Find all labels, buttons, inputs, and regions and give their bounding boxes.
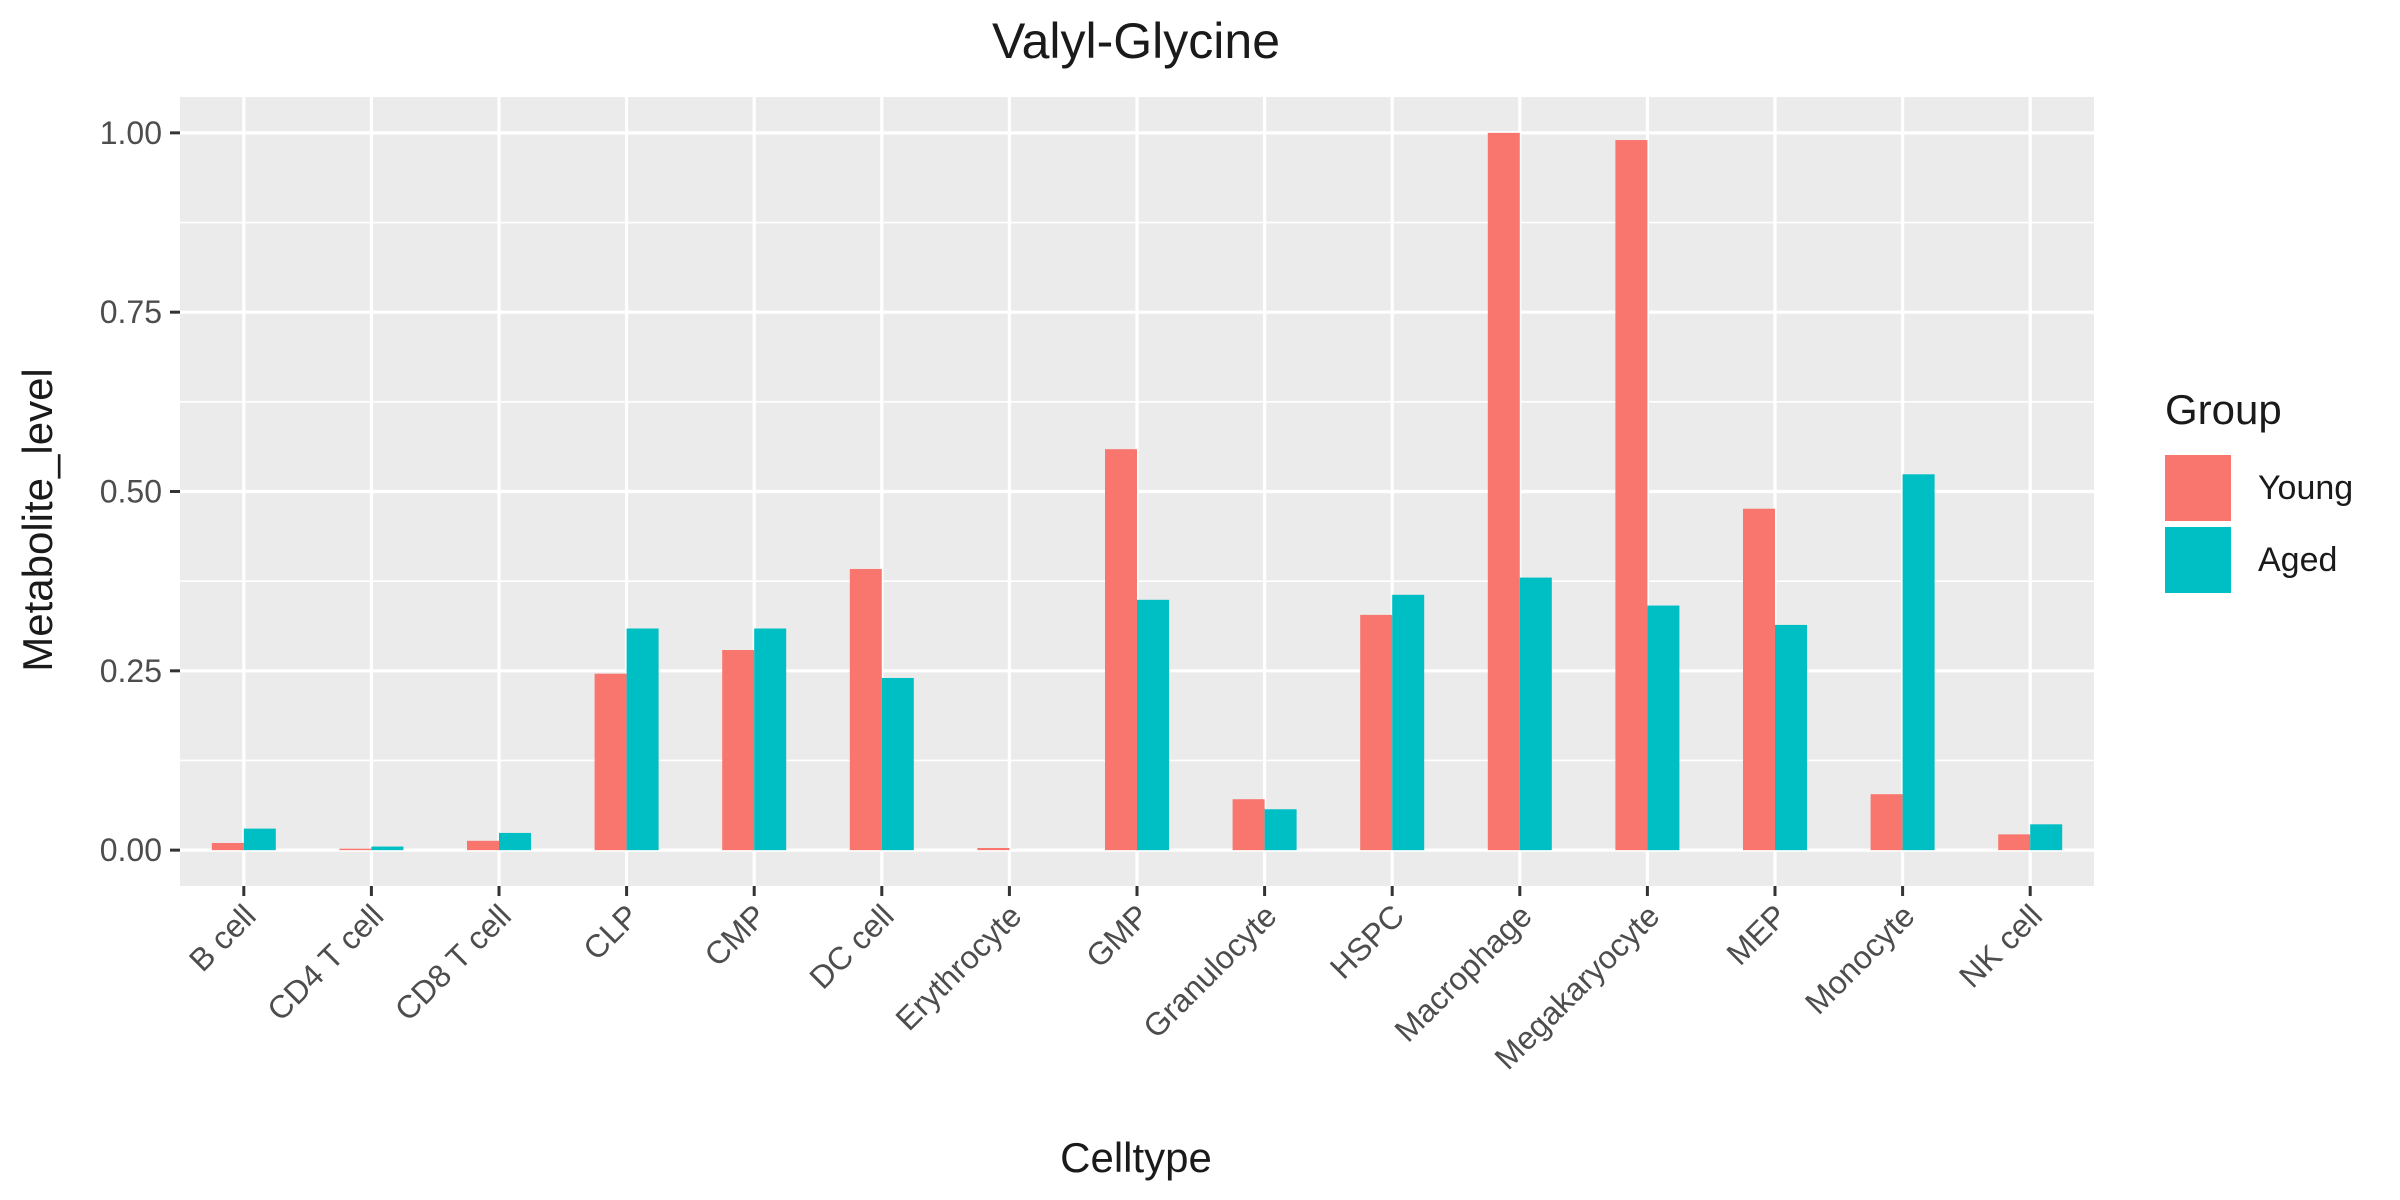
bar-young-b-cell (211, 842, 244, 851)
bar-young-gmp (1105, 449, 1137, 851)
bar-aged-hspc (1392, 594, 1425, 851)
bar-young-cmp (722, 650, 755, 851)
y-axis-title: Metabolite_level (14, 368, 61, 672)
bar-young-dc-cell (849, 568, 882, 851)
legend-label-aged: Aged (2258, 541, 2337, 579)
legend: Group Young Aged (2165, 386, 2353, 593)
bar-young-monocyte (1870, 794, 1903, 851)
bar-aged-b-cell (243, 828, 276, 851)
bar-aged-dc-cell (881, 677, 914, 851)
bar-aged-cd8-t-cell (499, 832, 531, 851)
bar-young-nk-cell (1998, 834, 2031, 851)
bar-aged-clp (626, 628, 659, 851)
bar-young-mep (1743, 508, 1775, 851)
y-tick-label: 0.00 (100, 832, 162, 868)
bar-aged-nk-cell (2030, 824, 2063, 851)
bar-aged-mep (1775, 624, 1807, 851)
legend-label-young: Young (2258, 469, 2353, 507)
y-tick-label: 0.50 (100, 474, 162, 510)
legend-key-young (2165, 455, 2231, 521)
y-tick-label: 0.75 (100, 294, 162, 330)
bar-aged-megakaryocyte (1647, 605, 1680, 851)
y-axis: 0.00 0.25 0.50 0.75 1.00 (100, 115, 180, 868)
bar-young-clp (594, 673, 627, 851)
bars (211, 132, 2063, 851)
bar-aged-cd4-t-cell (371, 846, 404, 851)
bar-young-granulocyte (1232, 799, 1265, 851)
bar-aged-monocyte (1902, 474, 1935, 851)
bar-young-cd4-t-cell (339, 848, 372, 851)
legend-key-aged (2165, 527, 2231, 593)
bar-young-hspc (1360, 614, 1393, 851)
bar-young-megakaryocyte (1615, 140, 1648, 851)
chart-title: Valyl-Glycine (992, 13, 1280, 69)
bar-aged-gmp (1137, 599, 1169, 851)
legend-title: Group (2165, 386, 2282, 433)
bar-aged-macrophage (1519, 577, 1552, 851)
bar-young-macrophage (1487, 132, 1520, 851)
y-tick-label: 1.00 (100, 115, 162, 151)
x-axis-title: Celltype (1060, 1134, 1212, 1181)
bar-aged-granulocyte (1264, 809, 1297, 851)
y-tick-label: 0.25 (100, 653, 162, 689)
bar-young-erythrocyte (977, 847, 1010, 851)
bar-young-cd8-t-cell (467, 840, 499, 851)
bar-aged-cmp (754, 628, 787, 851)
